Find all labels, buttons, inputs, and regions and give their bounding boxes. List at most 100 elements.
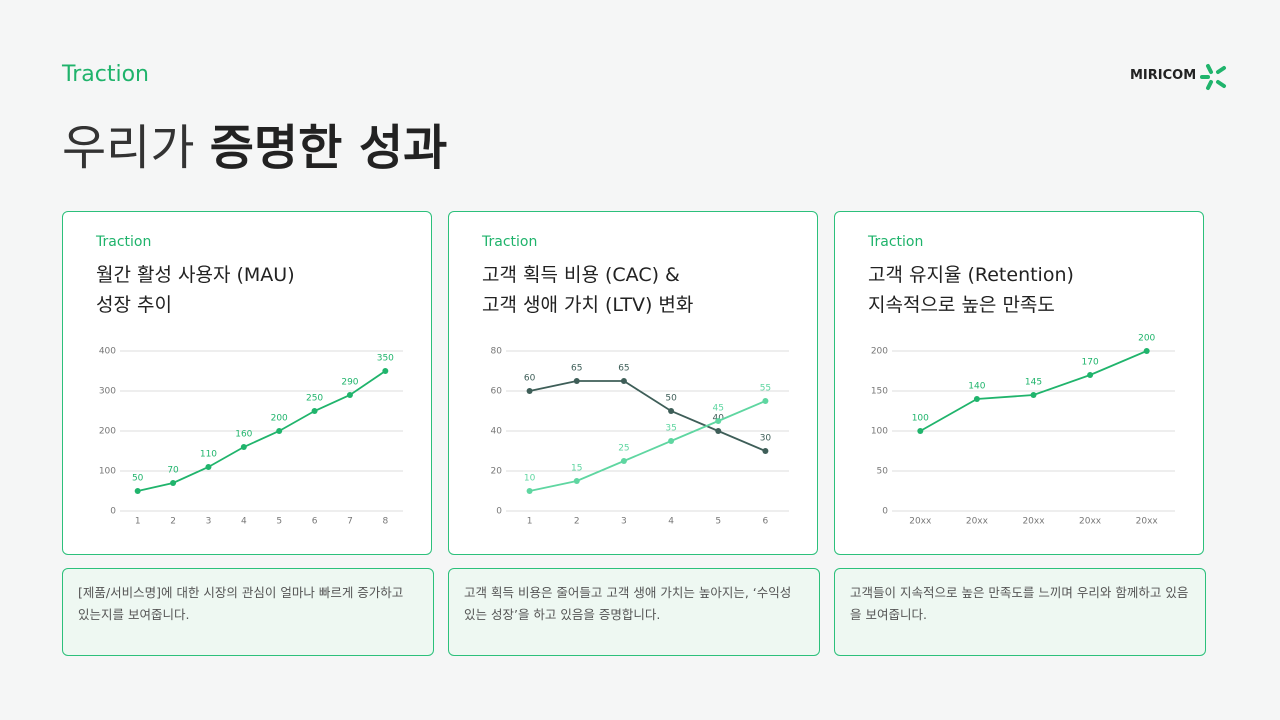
eyebrow: Traction — [62, 62, 149, 87]
point — [715, 428, 722, 434]
x-tick-label: 3 — [621, 517, 627, 527]
point — [526, 488, 533, 494]
data-label: 60 — [524, 374, 536, 384]
title-bold: 증명한 성과 — [209, 120, 448, 176]
data-label: 50 — [665, 394, 677, 404]
x-tick-label: 20xx — [1022, 517, 1045, 527]
data-label: 170 — [1082, 358, 1099, 368]
chart: 020406080123456606565504030101525354555 — [491, 347, 789, 527]
x-tick-label: 20xx — [1079, 517, 1102, 527]
y-tick-label: 0 — [110, 507, 116, 517]
card-eyebrow: Traction — [868, 234, 924, 250]
data-label: 200 — [271, 414, 288, 424]
point — [1087, 372, 1094, 378]
x-tick-label: 20xx — [1136, 517, 1159, 527]
description: 고객 획득 비용은 줄어들고 고객 생애 가치는 높아지는, ‘수익성 있는 성… — [448, 568, 820, 656]
point — [917, 428, 924, 434]
card-title: 성장 추이 — [96, 294, 172, 316]
data-label: 50 — [132, 474, 144, 484]
x-tick-label: 2 — [170, 517, 176, 527]
line — [529, 400, 766, 492]
data-label: 350 — [377, 354, 394, 364]
y-tick-label: 20 — [491, 467, 503, 477]
y-tick-label: 100 — [99, 467, 116, 477]
y-tick-label: 200 — [871, 347, 888, 357]
point — [526, 388, 533, 394]
logo-icon — [1200, 64, 1226, 90]
data-label: 35 — [665, 424, 676, 434]
y-tick-label: 80 — [491, 347, 503, 357]
chart: 0 100 200 300 400 1 2 3 4 5 6 7 8 50 70 110 160 200 250 290… — [99, 347, 403, 527]
point — [134, 488, 141, 494]
data-label: 55 — [760, 384, 771, 394]
point — [170, 480, 177, 486]
data-label: 65 — [618, 364, 629, 374]
y-tick-label: 400 — [99, 347, 116, 357]
line — [137, 370, 386, 492]
line — [529, 380, 766, 452]
point — [620, 378, 627, 384]
x-tick-label: 6 — [763, 517, 769, 527]
y-tick-label: 40 — [491, 427, 503, 437]
data-label: 10 — [524, 474, 536, 484]
title-light: 우리가 — [62, 120, 195, 176]
x-tick-label: 20xx — [909, 517, 932, 527]
y-tick-label: 0 — [496, 507, 502, 517]
card-eyebrow: Traction — [96, 234, 152, 250]
description: 고객들이 지속적으로 높은 만족도를 느끼며 우리와 함께하고 있음을 보여줍니… — [834, 568, 1206, 656]
y-tick-label: 150 — [871, 387, 888, 397]
card-title: 고객 생애 가치 (LTV) 변화 — [482, 294, 694, 316]
point — [1143, 348, 1150, 354]
point — [240, 444, 247, 450]
y-tick-label: 60 — [491, 387, 503, 397]
point — [715, 418, 722, 424]
y-tick-label: 100 — [871, 427, 888, 437]
data-label: 30 — [760, 434, 772, 444]
chart: 0 50 100 150 200 20xx 20xx 20xx 20xx 20xx 100 140 14… — [871, 334, 1175, 527]
data-label: 45 — [713, 404, 724, 414]
point — [620, 458, 627, 464]
x-tick-label: 1 — [527, 517, 533, 527]
point — [573, 378, 580, 384]
y-tick-label: 200 — [99, 427, 116, 437]
x-tick-label: 2 — [574, 517, 580, 527]
brand: MIRICOM — [1130, 68, 1197, 83]
x-tick-label: 8 — [382, 517, 388, 527]
point — [346, 392, 353, 398]
data-label: 250 — [306, 394, 323, 404]
x-tick-label: 20xx — [966, 517, 989, 527]
card-title: 고객 획득 비용 (CAC) & — [482, 264, 680, 286]
card-title: 지속적으로 높은 만족도 — [868, 294, 1055, 316]
point — [973, 396, 980, 402]
data-label: 25 — [618, 444, 629, 454]
point — [311, 408, 318, 414]
x-tick-label: 5 — [715, 517, 721, 527]
y-tick-label: 50 — [877, 467, 889, 477]
point — [276, 428, 283, 434]
data-label: 65 — [571, 364, 582, 374]
card-eyebrow: Traction — [482, 234, 538, 250]
data-label: 15 — [571, 464, 582, 474]
x-tick-label: 5 — [276, 517, 282, 527]
point — [1030, 392, 1037, 398]
y-tick-label: 0 — [882, 507, 888, 517]
card-title: 고객 유지율 (Retention) — [868, 264, 1074, 286]
data-label: 145 — [1025, 378, 1042, 388]
point — [668, 408, 675, 414]
data-label: 70 — [167, 466, 179, 476]
data-label: 140 — [968, 382, 985, 392]
x-tick-label: 4 — [668, 517, 674, 527]
point — [762, 448, 769, 454]
description: [제품/서비스명]에 대한 시장의 관심이 얼마나 빠르게 증가하고 있는지를 … — [62, 568, 434, 656]
x-tick-label: 7 — [347, 517, 353, 527]
data-label: 160 — [235, 430, 252, 440]
data-label: 200 — [1138, 334, 1155, 344]
data-label: 110 — [200, 450, 217, 460]
y-tick-label: 300 — [99, 387, 116, 397]
point — [573, 478, 580, 484]
point — [762, 398, 769, 404]
x-tick-label: 1 — [135, 517, 141, 527]
chart-card: Traction 고객 유지율 (Retention) 지속적으로 높은 만족도… — [834, 211, 1204, 555]
chart-card: Traction 월간 활성 사용자 (MAU) 성장 추이 0 100 200 30… — [62, 211, 432, 555]
